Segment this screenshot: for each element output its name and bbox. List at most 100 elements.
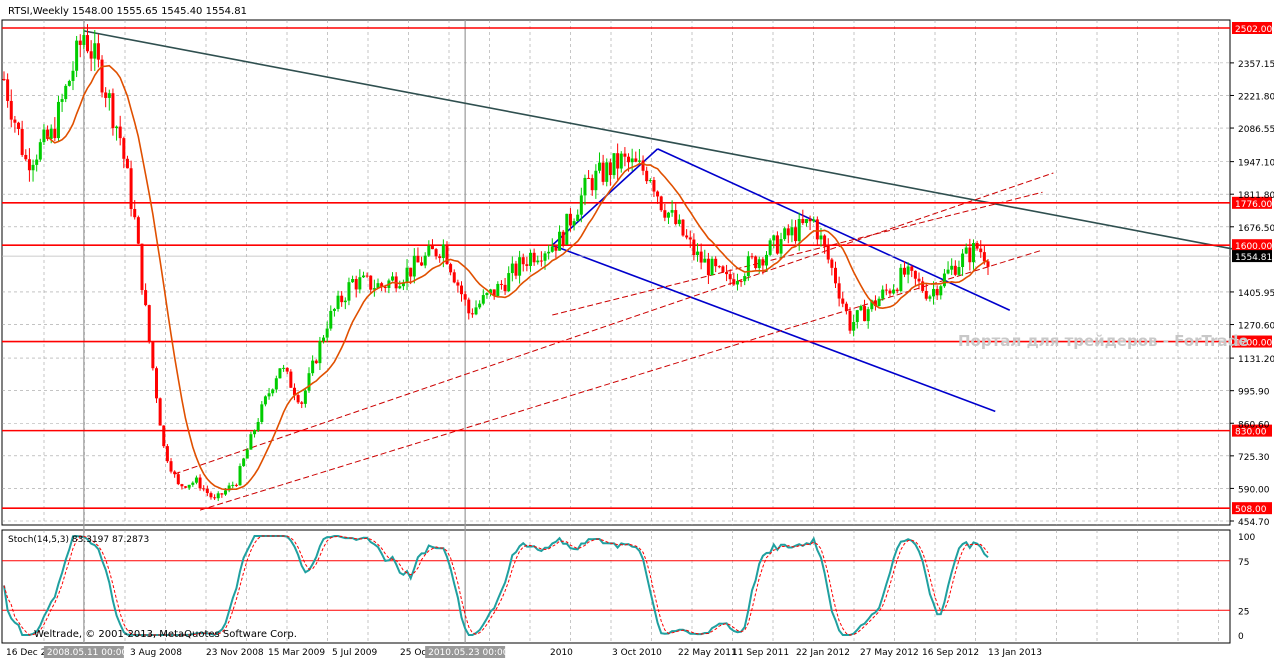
candle-body [191, 482, 195, 485]
candle-body [180, 484, 184, 487]
candle-body [118, 126, 122, 139]
candle-body [833, 267, 837, 284]
candle-body [376, 283, 380, 289]
candle-body [703, 258, 707, 263]
candle-body [696, 251, 700, 256]
price-tick-label: 1405.95 [1238, 289, 1274, 299]
candle-body [380, 283, 384, 287]
candle-body [510, 263, 514, 274]
candle-body [82, 35, 86, 45]
candle-body [935, 288, 939, 296]
candle-body [213, 497, 217, 499]
time-tick-label: 5 Jul 2009 [332, 648, 377, 658]
candle-body [790, 227, 794, 236]
candle-body [906, 266, 910, 275]
price-tick-label: 860.60 [1238, 420, 1270, 430]
candle-body [924, 290, 928, 299]
candle-body [489, 289, 493, 294]
candle-body [616, 153, 620, 169]
candle-body [307, 373, 311, 391]
blue-channel-upper [657, 148, 1011, 311]
candle-body [434, 249, 438, 257]
candle-body [688, 237, 692, 240]
candle-body [623, 153, 627, 157]
candle-body [823, 235, 827, 246]
candle-body [717, 266, 721, 268]
candle-body [104, 92, 108, 98]
candle-body [351, 279, 355, 283]
candle-body [950, 265, 954, 270]
stoch-tick-label: 25 [1238, 607, 1249, 617]
long-downtrend-line [83, 30, 1233, 250]
price-axis: 2357.15 2221.80 2086.55 1947.10 1811.80 1676.… [1230, 60, 1274, 528]
candle-body [808, 219, 812, 222]
price-tick-label: 1811.80 [1238, 191, 1274, 201]
candle-body [2, 79, 6, 81]
indicator-axis: 100 75 25 0 [1238, 533, 1255, 642]
candle-body [583, 177, 587, 196]
cursor-lines [83, 20, 466, 643]
candle-body [467, 299, 471, 314]
copyright: Weltrade, © 2001-2013, MetaQuotes Softwa… [34, 629, 297, 640]
horizontal-levels: 2502.00 1776.00 1600.00 1200.00 830.00 508.00… [2, 22, 1272, 515]
candle-body [884, 289, 888, 291]
candle-body [779, 239, 783, 254]
candle-body [35, 159, 39, 165]
candle-body [888, 290, 892, 294]
candle-body [242, 458, 246, 467]
candle-body [572, 221, 576, 226]
candle-body [372, 288, 376, 290]
candle-body [568, 213, 572, 226]
candle-body [449, 264, 453, 273]
candle-body [478, 303, 482, 308]
candle-body [634, 158, 638, 162]
candle-body [456, 282, 460, 286]
candle-body [732, 279, 736, 285]
candle-body [209, 493, 213, 498]
candle-body [507, 273, 511, 292]
candle-body [245, 449, 249, 459]
current-price-label: 1554.81 [1235, 253, 1272, 263]
cursor-date-label: 2008.05.11 00:00 [47, 648, 128, 658]
candle-body [968, 247, 972, 263]
candle-body [223, 490, 227, 495]
time-axis: 16 Dec 20 3 Aug 2008 23 Nov 2008 15 Mar 200… [6, 646, 1042, 658]
candle-body [848, 310, 852, 331]
candle-body [176, 474, 180, 485]
time-tick-label: 22 Jan 2012 [796, 648, 850, 658]
price-tick-label: 590.00 [1238, 485, 1270, 495]
candle-body [910, 266, 914, 271]
candle-body [877, 298, 881, 307]
candle-body [234, 484, 238, 486]
watermark: Портал для трейдеров - ForTrade [958, 332, 1249, 350]
level-tag [1232, 424, 1272, 437]
moving-average [47, 64, 989, 491]
candle-body [430, 245, 434, 250]
cursor-date-tag [425, 646, 506, 658]
candle-body [561, 231, 565, 245]
candle-body [147, 305, 151, 342]
candle-body [554, 246, 558, 251]
candle-body [579, 195, 583, 215]
candle-body [318, 341, 322, 364]
candle-body [6, 79, 10, 101]
candle-body [735, 281, 739, 285]
candle-body [953, 265, 957, 275]
candle-body [158, 398, 162, 426]
candle-body [296, 395, 300, 403]
candle-body [125, 158, 129, 169]
candle-body [398, 286, 402, 289]
candle-body [608, 162, 612, 176]
candle-body [892, 289, 896, 294]
main-grid [2, 20, 1230, 525]
candle-body [772, 235, 776, 241]
dashed-channel-lower [199, 249, 1043, 511]
level-tag [1232, 335, 1272, 348]
candle-body [899, 267, 903, 291]
indicator-pane [1, 529, 1231, 644]
candle-body [757, 259, 761, 269]
trend-lines [83, 30, 1233, 511]
candle-body [946, 269, 950, 274]
